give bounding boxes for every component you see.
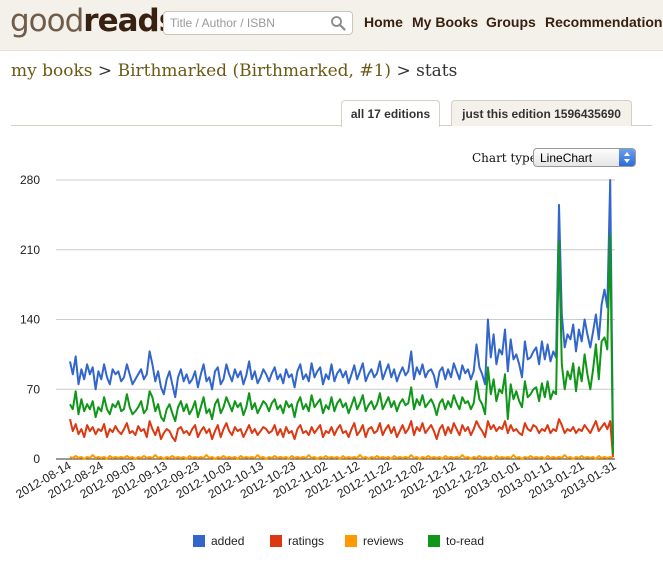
- legend-label: ratings: [288, 534, 325, 548]
- nav-home[interactable]: Home: [364, 14, 403, 30]
- legend-item-added[interactable]: added: [193, 534, 244, 550]
- legend-item-reviews[interactable]: reviews: [345, 534, 404, 550]
- search-box: [163, 11, 353, 35]
- breadcrumb-separator: >: [92, 61, 118, 81]
- logo-text-good: good: [10, 3, 84, 39]
- legend-item-ratings[interactable]: ratings: [270, 534, 324, 550]
- chart-type-select[interactable]: LineChart: [533, 148, 636, 167]
- search-input[interactable]: [170, 15, 320, 31]
- breadcrumb-my-books[interactable]: my books: [11, 61, 93, 81]
- breadcrumb: my books > Birthmarked (Birthmarked, #1)…: [11, 61, 457, 81]
- series-line-reviews: [69, 454, 614, 460]
- nav-recommendations[interactable]: Recommendations: [545, 14, 663, 30]
- stats-line-chart: 0701402102802012-08-142012-08-242012-09-…: [13, 173, 618, 501]
- nav-groups[interactable]: Groups: [486, 14, 536, 30]
- updown-arrow-icon: [624, 152, 630, 163]
- legend-swatch: [193, 535, 205, 547]
- breadcrumb-book-title[interactable]: Birthmarked (Birthmarked, #1): [117, 61, 392, 81]
- legend-swatch: [270, 535, 282, 547]
- site-header: goodreads Home My Books Groups Recommend…: [0, 0, 663, 51]
- legend-swatch: [345, 535, 357, 547]
- legend-swatch: [428, 535, 440, 547]
- goodreads-logo[interactable]: goodreads: [10, 3, 177, 39]
- y-tick-label: 140: [20, 313, 40, 327]
- y-tick-label: 210: [20, 243, 40, 257]
- y-tick-label: 70: [27, 382, 41, 396]
- y-tick-label: 0: [33, 452, 40, 466]
- chart-type-value: LineChart: [540, 151, 593, 165]
- tab-underline: [11, 125, 652, 126]
- legend-label: added: [211, 534, 245, 548]
- series-line-ratings: [69, 418, 614, 458]
- y-tick-label: 280: [20, 173, 40, 187]
- select-arrows-icon: [619, 149, 635, 166]
- search-icon[interactable]: [330, 15, 346, 31]
- breadcrumb-current: stats: [416, 61, 458, 81]
- chart-type-label: Chart type: [472, 151, 537, 165]
- tab-this-edition[interactable]: just this edition 1596435690: [451, 100, 632, 126]
- logo-text-reads: reads: [83, 3, 177, 39]
- tab-all-editions[interactable]: all 17 editions: [341, 100, 440, 127]
- legend-label: reviews: [363, 534, 404, 548]
- nav-my-books[interactable]: My Books: [412, 14, 479, 30]
- series-line-added: [69, 179, 614, 445]
- legend-item-to-read[interactable]: to-read: [428, 534, 484, 550]
- breadcrumb-separator: >: [391, 61, 417, 81]
- legend-label: to-read: [446, 534, 485, 548]
- series-line-to-read: [69, 233, 614, 455]
